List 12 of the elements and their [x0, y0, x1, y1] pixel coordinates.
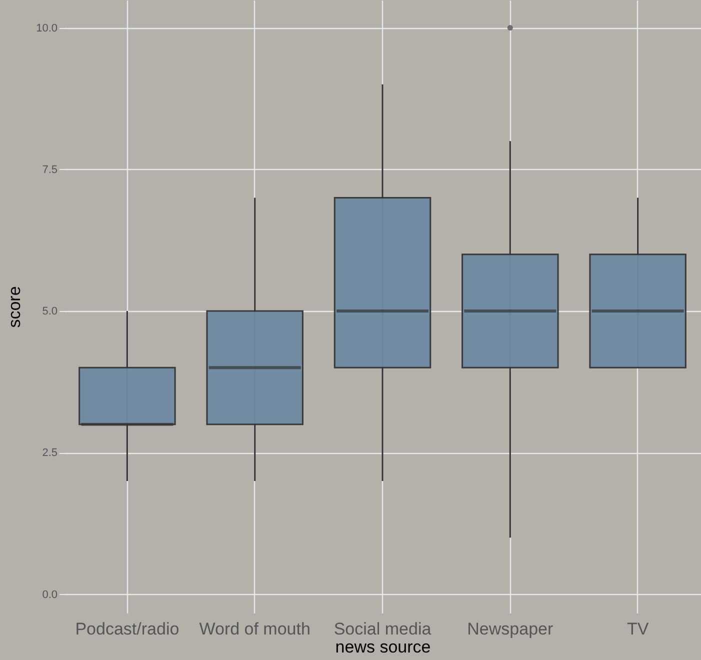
x-tick-label: TV: [626, 620, 650, 638]
y-tick-label: 5.0: [42, 306, 58, 318]
y-tick-label: 7.5: [42, 164, 58, 176]
x-tick-label: Word of mouth: [199, 620, 310, 638]
x-tick-label: Podcast/radio: [75, 620, 180, 638]
y-axis-title: score: [5, 286, 24, 328]
x-tick-label: Newspaper: [467, 620, 554, 638]
x-axis-title: news source: [335, 638, 431, 656]
y-tick-label: 2.5: [42, 447, 58, 460]
y-tick-label: 10.0: [36, 22, 58, 34]
y-tick-label: 0.0: [42, 588, 58, 601]
x-tick-label: Social media: [334, 620, 432, 638]
